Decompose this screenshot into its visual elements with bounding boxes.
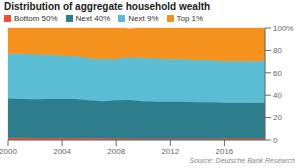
html-text:Source: Deutsche Bank Research: Source: Deutsche Bank Research xyxy=(189,157,295,164)
svg-text:60: 60 xyxy=(273,69,282,78)
svg-text:2008: 2008 xyxy=(107,147,125,156)
html-text:Top 1%: Top 1% xyxy=(176,14,204,23)
svg-text:2000: 2000 xyxy=(0,147,17,156)
html-text:Bottom 50%: Bottom 50% xyxy=(14,14,58,23)
html-text:Next 9%: Next 9% xyxy=(128,14,159,23)
svg-text:2016: 2016 xyxy=(216,147,234,156)
svg-text:2004: 2004 xyxy=(53,147,71,156)
svg-text:80: 80 xyxy=(273,46,282,55)
svg-text:0: 0 xyxy=(273,136,278,145)
svg-text:40: 40 xyxy=(273,91,282,100)
svg-text:20: 20 xyxy=(273,113,282,122)
svg-text:100%: 100% xyxy=(273,24,293,33)
html-text:Distribution of aggregate hous: Distribution of aggregate household weal… xyxy=(4,1,211,12)
svg-text:2012: 2012 xyxy=(161,147,179,156)
html-text:Next 40%: Next 40% xyxy=(75,14,111,23)
